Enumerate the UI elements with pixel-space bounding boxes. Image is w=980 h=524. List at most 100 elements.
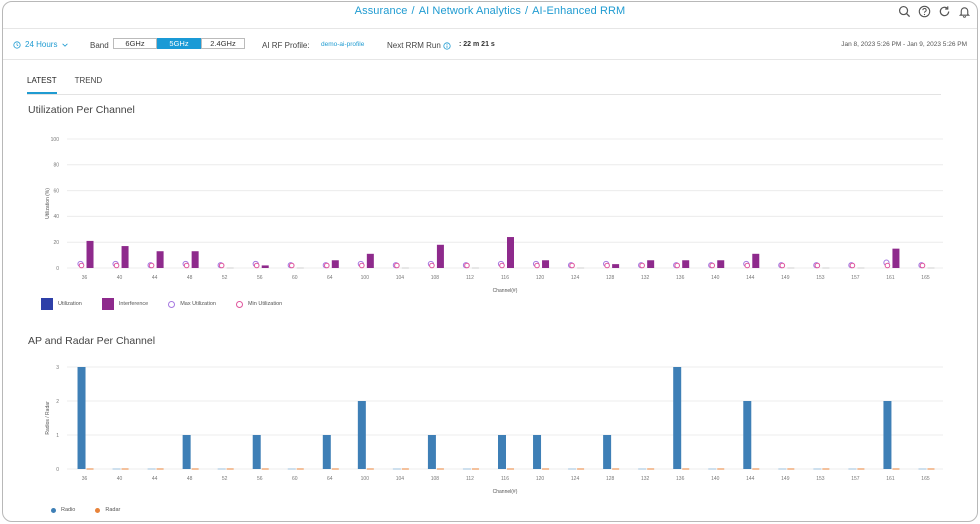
interference-bar (121, 246, 129, 268)
x-tick-label: 165 (921, 275, 930, 281)
bell-icon[interactable] (958, 5, 971, 18)
band-2-4ghz-button[interactable]: 2.4GHz (201, 38, 245, 49)
chevron-down-icon (62, 43, 69, 47)
ap-radar-legend: Radio Radar (51, 507, 140, 513)
x-tick-label: 36 (82, 476, 88, 482)
min-utilization-marker (674, 262, 681, 269)
tab-latest[interactable]: LATEST (27, 76, 57, 94)
top-bar: Assurance / AI Network Analytics / AI-Enhanc… (3, 2, 977, 29)
utilization-legend: Utilization Interference Max Utilization… (41, 298, 302, 310)
x-tick-label: 144 (746, 275, 755, 281)
y-tick-label: 80 (53, 163, 59, 169)
legend-utilization-label: Utilization (58, 301, 82, 307)
x-tick-label: 161 (886, 275, 895, 281)
interference-bar (892, 248, 900, 268)
x-axis-label: Channel(#) (493, 489, 518, 495)
min-utilization-marker (113, 262, 120, 269)
y-tick-label: 0 (56, 467, 59, 473)
min-utilization-marker (78, 262, 85, 269)
tab-divider (27, 94, 941, 95)
utilization-chart-title: Utilization Per Channel (28, 104, 135, 116)
x-tick-label: 120 (536, 275, 545, 281)
interference-bar (261, 265, 269, 268)
interference-bar (752, 253, 760, 268)
x-tick-label: 153 (816, 476, 825, 482)
info-icon[interactable] (443, 41, 451, 50)
rf-profile-link[interactable]: demo-ai-profile (321, 41, 365, 48)
x-tick-label: 60 (292, 476, 298, 482)
min-utilization-marker (148, 262, 155, 269)
radio-bar (322, 435, 331, 469)
y-axis-label: Radios / Radar (45, 401, 51, 435)
band-5ghz-button[interactable]: 5GHz (157, 38, 201, 49)
date-range: Jan 8, 2023 5:26 PM - Jan 9, 2023 5:26 P… (841, 41, 967, 48)
breadcrumb-assurance[interactable]: Assurance (354, 5, 408, 17)
radio-bar (252, 435, 261, 469)
interference-bar (647, 260, 655, 268)
min-utilization-marker (499, 262, 505, 269)
rf-profile-label: AI RF Profile: (262, 41, 310, 50)
next-rrm-run: Next RRM Run (387, 41, 451, 50)
refresh-icon[interactable] (938, 5, 951, 18)
x-tick-label: 136 (676, 275, 685, 281)
radar-swatch (95, 507, 101, 513)
x-tick-label: 157 (851, 275, 860, 281)
x-tick-label: 116 (501, 476, 509, 482)
header-actions (898, 5, 971, 18)
radio-swatch (51, 507, 56, 513)
x-tick-label: 40 (117, 275, 123, 281)
min-utilization-marker (569, 262, 575, 269)
search-icon[interactable] (898, 5, 911, 18)
legend-radar[interactable]: Radar (95, 507, 120, 513)
x-tick-label: 40 (117, 476, 123, 482)
x-tick-label: 140 (711, 275, 720, 281)
min-utilization-marker (429, 262, 435, 269)
x-tick-label: 149 (781, 275, 790, 281)
x-tick-label: 104 (396, 476, 405, 482)
min-utilization-marker (919, 262, 926, 269)
x-tick-label: 132 (641, 275, 650, 281)
interference-bar (612, 264, 620, 268)
breadcrumb: Assurance / AI Network Analytics / AI-Enhanc… (354, 5, 626, 17)
x-tick-label: 120 (536, 476, 545, 482)
min-utilization-marker (534, 262, 540, 269)
y-axis-label: Utilization (%) (45, 188, 51, 219)
x-tick-label: 140 (711, 476, 720, 482)
x-tick-label: 64 (327, 275, 333, 281)
ap-radar-chart: 0 1 2 3 Radios / Radar Channel(#) 36 40 44 48 52 56… (45, 365, 943, 495)
legend-utilization[interactable]: Utilization (41, 298, 82, 310)
min-utilization-marker (849, 262, 856, 269)
x-tick-label: 128 (606, 275, 615, 281)
utilization-swatch (41, 298, 53, 310)
y-tick-label: 60 (53, 188, 59, 194)
interference-bar (507, 237, 514, 268)
x-tick-label: 100 (361, 275, 370, 281)
x-tick-label: 48 (187, 275, 193, 281)
x-tick-label: 60 (292, 275, 298, 281)
legend-radio[interactable]: Radio (51, 507, 75, 513)
legend-radar-label: Radar (105, 507, 121, 513)
min-utilization-marker (394, 262, 400, 269)
x-tick-label: 124 (571, 476, 580, 482)
help-icon[interactable] (918, 5, 931, 18)
time-range-dropdown[interactable]: 24 Hours (13, 40, 69, 49)
legend-radio-label: Radio (61, 507, 76, 513)
legend-min-utilization[interactable]: Min Utilization (235, 300, 282, 308)
x-tick-label: 56 (257, 476, 263, 482)
min-utilization-marker (464, 262, 470, 269)
band-6ghz-button[interactable]: 6GHz (113, 38, 157, 49)
x-tick-label: 100 (361, 476, 370, 482)
next-rrm-label: Next RRM Run (387, 41, 441, 50)
min-utilization-marker (639, 262, 645, 269)
tab-trend[interactable]: TREND (74, 76, 103, 85)
y-tick-label: 3 (56, 365, 59, 371)
x-tick-label: 36 (82, 275, 88, 281)
x-tick-label: 128 (606, 476, 615, 482)
interference-bar (682, 260, 690, 268)
radio-bar (743, 401, 752, 469)
legend-interference[interactable]: Interference (101, 298, 148, 310)
breadcrumb-ai-network-analytics[interactable]: AI Network Analytics (418, 5, 521, 17)
legend-max-utilization[interactable]: Max Utilization (168, 300, 216, 308)
x-tick-label: 56 (257, 275, 263, 281)
